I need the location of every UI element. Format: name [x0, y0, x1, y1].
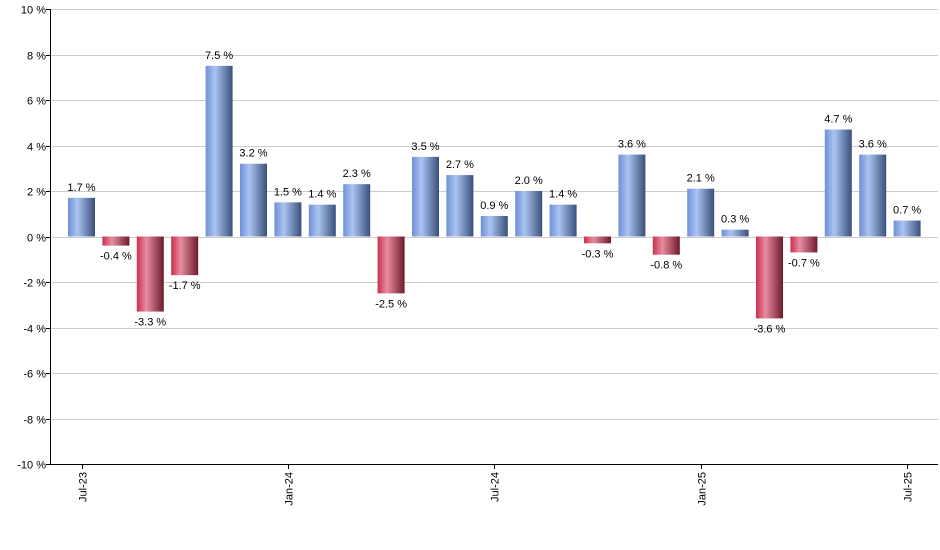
- y-tick-label: 8 %: [27, 51, 46, 63]
- x-tick-label: Jan-24: [284, 472, 296, 506]
- bar: [274, 202, 302, 237]
- data-label: -0.8 %: [650, 260, 682, 272]
- x-axis: Jul-23 Jan-24 Jul-24 Jan-25 Jul-25: [50, 464, 938, 506]
- data-label: 1.4 %: [308, 189, 336, 201]
- bar: [171, 236, 199, 276]
- x-tick-label: Jul-24: [490, 472, 502, 502]
- data-label: 3.5 %: [411, 141, 439, 153]
- y-tick-label: 10 %: [21, 5, 46, 17]
- data-label: 2.1 %: [687, 173, 715, 185]
- y-tick-label: 6 %: [27, 96, 46, 108]
- data-label: 2.0 %: [515, 175, 543, 187]
- data-label: 0.7 %: [893, 205, 921, 217]
- bar: [618, 154, 646, 237]
- bar: [824, 129, 852, 237]
- bar: [205, 65, 233, 237]
- y-tick-label: -8 %: [23, 415, 46, 427]
- data-label: -3.3 %: [134, 317, 166, 329]
- y-axis: -10 % -8 % -6 % -4 % -2 % 0 % 2 % 4 % 6 % 8 % 10 %: [17, 5, 51, 472]
- bars: [68, 65, 921, 319]
- data-label: 1.7 %: [67, 182, 95, 194]
- data-label: 1.5 %: [274, 186, 302, 198]
- bar: [102, 236, 130, 246]
- bar: [308, 204, 336, 237]
- bar: [68, 197, 95, 237]
- y-tick-label: -4 %: [23, 324, 46, 336]
- bar: [721, 229, 749, 237]
- bar: [859, 154, 887, 237]
- y-tick-label: -2 %: [23, 278, 46, 290]
- data-label: 3.6 %: [618, 139, 646, 151]
- data-label: -0.4 %: [100, 251, 132, 263]
- data-label: -2.5 %: [375, 298, 407, 310]
- data-label: 0.3 %: [721, 214, 749, 226]
- data-label: 3.6 %: [859, 139, 887, 151]
- bar: [790, 236, 818, 253]
- x-tick-label: Jul-23: [78, 472, 90, 502]
- bar: [687, 188, 715, 237]
- bar: [652, 236, 680, 255]
- data-label: 2.7 %: [446, 159, 474, 171]
- data-label: 3.2 %: [239, 148, 267, 160]
- bar: [549, 204, 577, 237]
- data-label: 1.4 %: [549, 189, 577, 201]
- data-label: 2.3 %: [343, 168, 371, 180]
- bar: [893, 220, 921, 237]
- y-tick-label: 2 %: [27, 187, 46, 199]
- data-label: -0.7 %: [788, 257, 820, 269]
- x-tick-label: Jan-25: [697, 472, 709, 506]
- data-label: -3.6 %: [754, 323, 786, 335]
- data-label: 7.5 %: [205, 50, 233, 62]
- bar: [584, 236, 611, 244]
- bar: [756, 236, 783, 319]
- bar: [412, 156, 439, 237]
- bar: [240, 163, 267, 237]
- bar: [343, 184, 371, 237]
- data-label: 4.7 %: [824, 114, 852, 126]
- data-label: -0.3 %: [582, 248, 614, 260]
- y-tick-label: 0 %: [27, 233, 46, 245]
- data-labels: 1.7 % -0.4 % -3.3 % -1.7 % 7.5 % 3.2 % 1.5 % 1.…: [67, 50, 921, 336]
- x-tick-label: Jul-25: [903, 472, 915, 502]
- y-tick-label: -6 %: [23, 369, 46, 381]
- bar: [515, 191, 543, 237]
- bar: [480, 216, 508, 237]
- y-tick-label: 4 %: [27, 142, 46, 154]
- bar: [377, 236, 405, 294]
- bar: [136, 236, 164, 312]
- data-label: 0.9 %: [480, 200, 508, 212]
- y-tick-label: -10 %: [17, 460, 46, 472]
- bar: [446, 175, 474, 237]
- data-label: -1.7 %: [169, 280, 201, 292]
